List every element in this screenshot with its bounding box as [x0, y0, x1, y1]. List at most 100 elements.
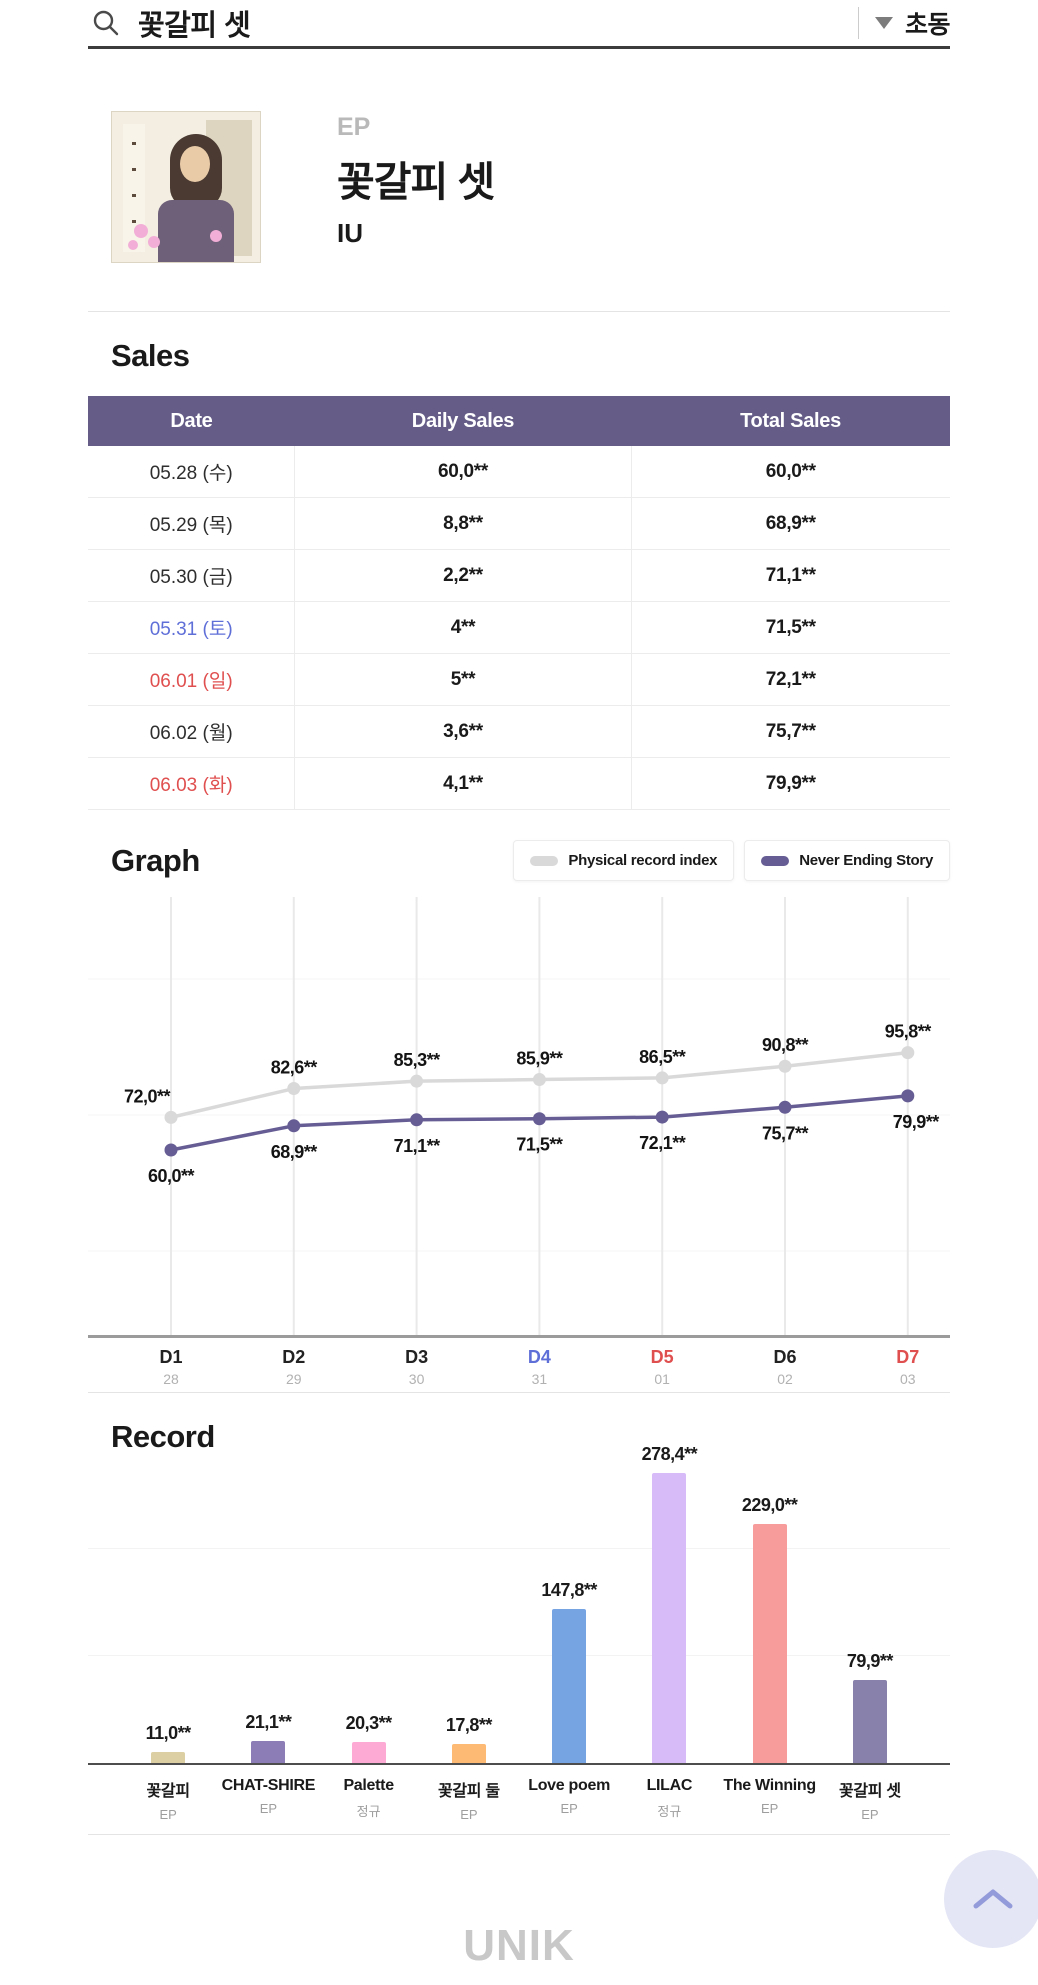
cell-total-sales: 71,1**: [631, 549, 950, 602]
cell-date: 05.29 (목): [88, 497, 296, 550]
bar-column: 147,8**: [519, 1463, 619, 1763]
album-art-decor: [210, 230, 222, 242]
legend-swatch: [761, 855, 790, 866]
cell-daily-sales: 4**: [294, 601, 632, 654]
record-bars: 11,0** 21,1** 20,3** 17,8** 147,8** 278,4** 22…: [88, 1444, 950, 1763]
bar-label: Palette 정규: [319, 1765, 419, 1822]
bar-column: 278,4**: [619, 1444, 719, 1763]
legend-item[interactable]: Never Ending Story: [744, 840, 950, 881]
legend-swatch: [530, 855, 559, 866]
bar-value: 20,3**: [345, 1713, 393, 1733]
x-axis-label: D6 02: [773, 1347, 797, 1387]
bar-column: 21,1**: [218, 1463, 318, 1763]
table-row: 05.30 (금) 2,2** 71,1**: [88, 549, 950, 602]
table-row: 06.01 (일) 5** 72,1**: [88, 653, 950, 706]
bar-column: 229,0**: [720, 1463, 820, 1763]
cell-date: 06.02 (월): [88, 705, 296, 758]
bar[interactable]: [652, 1473, 687, 1763]
bar-value: 17,8**: [445, 1715, 493, 1735]
bar[interactable]: [351, 1742, 386, 1763]
album-art-decor: [148, 236, 160, 248]
graph-heading: Graph: [111, 842, 200, 878]
section-divider: [88, 311, 950, 312]
x-axis-label: D3 30: [405, 1347, 429, 1387]
bar-category: LILAC: [646, 1777, 693, 1794]
bar[interactable]: [852, 1680, 887, 1763]
bar[interactable]: [752, 1524, 787, 1763]
bar-value: 147,8**: [541, 1580, 597, 1600]
bar[interactable]: [151, 1752, 186, 1763]
record-x-axis: [88, 1763, 950, 1765]
bar-value: 79,9**: [846, 1651, 894, 1671]
bar-value: 21,1**: [245, 1712, 292, 1732]
album-art-decor: [180, 146, 210, 182]
cell-total-sales: 60,0**: [631, 446, 950, 498]
cell-total-sales: 72,1**: [631, 653, 950, 706]
section-divider: [88, 1392, 950, 1393]
bar-category-type: 정규: [657, 1804, 682, 1819]
legend-item[interactable]: Physical record index: [513, 840, 735, 881]
bar-category-type: EP: [560, 1801, 578, 1816]
line-chart: 72,0** 82,6** 85,3** 85,9** 86,5** 90,8** 95,8…: [88, 897, 950, 1335]
svg-text:86,5**: 86,5**: [639, 1047, 686, 1067]
record-heading: Record: [111, 1419, 215, 1454]
album-art-decor: [134, 224, 148, 238]
bar-column: 20,3**: [319, 1463, 419, 1763]
x-axis-label: D2 29: [282, 1347, 306, 1387]
caret-down-icon[interactable]: [874, 17, 893, 29]
svg-text:85,9**: 85,9**: [516, 1049, 563, 1069]
cell-date: 06.03 (화): [88, 757, 296, 810]
record-bar-labels: 꽃갈피 EP CHAT-SHIRE EP Palette 정규 꽃갈피 둘 EP Love po…: [88, 1765, 950, 1822]
sales-table: Date Daily Sales Total Sales 05.28 (수) 60…: [88, 396, 950, 810]
bar[interactable]: [251, 1741, 286, 1763]
table-row: 06.03 (화) 4,1** 79,9**: [88, 757, 950, 810]
scroll-to-top-button[interactable]: [944, 1850, 1038, 1948]
cell-daily-sales: 8,8**: [294, 497, 632, 550]
column-header-total: Total Sales: [631, 396, 950, 446]
column-header-date: Date: [88, 396, 295, 446]
search-input[interactable]: 꽃갈피 셋: [138, 10, 251, 42]
table-row: 05.28 (수) 60,0** 60,0**: [88, 446, 950, 498]
search-bar: 꽃갈피 셋 초동: [88, 0, 951, 49]
cell-total-sales: 71,5**: [631, 601, 950, 654]
cell-date: 05.30 (금): [88, 549, 296, 602]
cell-date: 05.28 (수): [88, 446, 296, 498]
x-axis-label: D5 01: [650, 1347, 674, 1387]
album-art: [111, 111, 261, 263]
bar[interactable]: [552, 1609, 587, 1763]
line-chart-x-axis: D1 28 D2 29 D3 30 D4 31 D5 01 D6 02 D7 03: [88, 1335, 950, 1392]
bar-category: CHAT-SHIRE: [221, 1777, 316, 1794]
album-title: 꽃갈피 셋: [337, 159, 495, 205]
sort-dropdown[interactable]: 초동: [904, 11, 951, 39]
svg-text:71,1**: 71,1**: [394, 1136, 441, 1156]
album-art-decor: [128, 240, 138, 250]
cell-daily-sales: 4,1**: [294, 757, 632, 810]
cell-daily-sales: 5**: [294, 653, 632, 706]
svg-text:75,7**: 75,7**: [762, 1123, 809, 1143]
cell-daily-sales: 60,0**: [294, 446, 632, 498]
legend-label: Physical record index: [568, 852, 718, 869]
cell-date: 06.01 (일): [88, 653, 296, 706]
sales-table-header: Date Daily Sales Total Sales: [88, 396, 950, 446]
search-icon[interactable]: [92, 9, 120, 37]
bar-value: 229,0**: [741, 1495, 798, 1515]
bar-category: 꽃갈피: [146, 1783, 190, 1800]
album-header: EP 꽃갈피 셋 IU: [88, 111, 950, 263]
cell-daily-sales: 3,6**: [294, 705, 632, 758]
x-axis-label: D4 31: [527, 1347, 551, 1387]
bar-category: 꽃갈피 둘: [437, 1783, 500, 1800]
graph-legend: Physical record index Never Ending Story: [513, 840, 950, 881]
bar[interactable]: [451, 1744, 486, 1763]
cell-total-sales: 75,7**: [631, 705, 950, 758]
cell-total-sales: 68,9**: [631, 497, 950, 550]
table-row: 06.02 (월) 3,6** 75,7**: [88, 705, 950, 758]
bar-category: 꽃갈피 셋: [838, 1783, 901, 1800]
sales-heading: Sales: [111, 338, 190, 373]
bar-column: 79,9**: [820, 1463, 920, 1763]
header-divider: [857, 7, 859, 39]
bar-category: Love poem: [528, 1777, 610, 1794]
bar-label: 꽃갈피 둘 EP: [419, 1765, 519, 1822]
bar-category-type: 정규: [356, 1804, 381, 1819]
svg-text:68,9**: 68,9**: [271, 1142, 318, 1162]
sales-table-body: 05.28 (수) 60,0** 60,0** 05.29 (목) 8,8** 68,9*…: [88, 446, 950, 810]
